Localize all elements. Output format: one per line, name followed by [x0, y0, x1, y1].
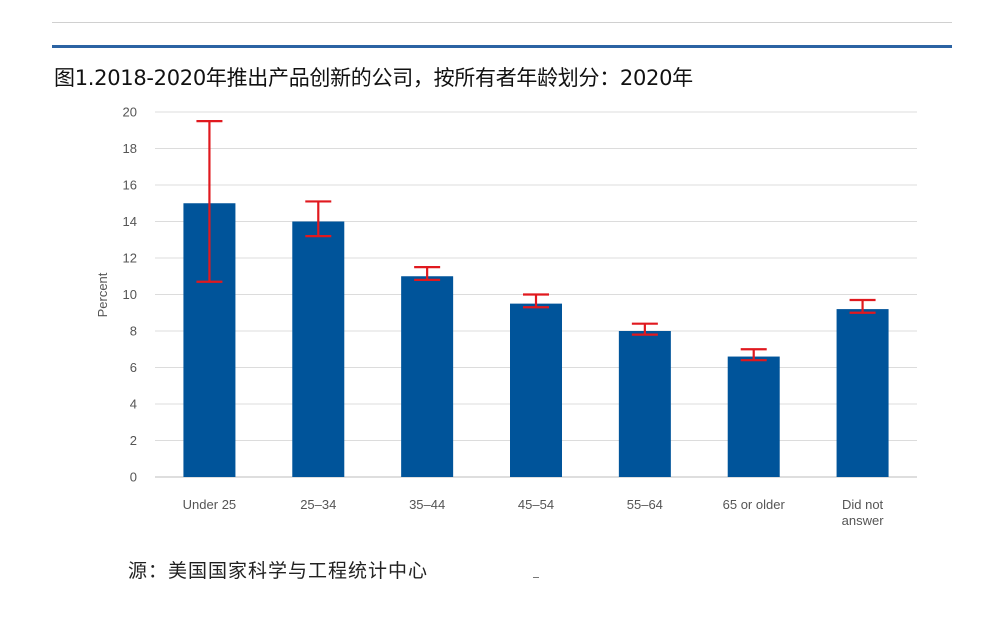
y-tick-label: 10 [123, 287, 137, 302]
y-tick-label: 18 [123, 141, 137, 156]
error-bar [414, 266, 441, 281]
bars [183, 203, 889, 477]
top-rule [52, 22, 952, 23]
error-bar [523, 293, 549, 309]
bar [510, 303, 562, 477]
error-bar [196, 120, 223, 283]
y-axis-ticks: 0 2 4 6 8 10 12 14 16 18 20 [123, 105, 137, 485]
x-tick-label: 45–54 [518, 497, 554, 512]
x-tick-label: 35–44 [409, 497, 445, 512]
y-tick-label: 8 [130, 324, 137, 339]
x-tick-label: Under 25 [183, 497, 236, 512]
x-tick-label: Did not [842, 497, 884, 512]
y-tick-label: 16 [123, 178, 137, 193]
source-note: 源：美国国家科学与工程统计中心 [128, 560, 429, 582]
bar [618, 331, 671, 477]
y-tick-label: 20 [123, 105, 137, 120]
x-tick-label: 25–34 [300, 497, 336, 512]
chart-title: 图1.2018-2020年推出产品创新的公司，按所有者年龄划分：2020年 [54, 66, 693, 90]
y-tick-label: 0 [130, 470, 137, 485]
x-axis-ticks: Under 25 25–34 35–44 45–54 55–64 65 or older D… [183, 497, 885, 528]
error-bars [196, 120, 876, 362]
decorative-dash [533, 577, 539, 578]
x-tick-label: answer [842, 513, 885, 528]
y-tick-label: 12 [123, 251, 137, 266]
error-bar [305, 200, 332, 238]
y-tick-label: 4 [130, 397, 137, 412]
error-bar [631, 322, 658, 336]
bar [401, 276, 454, 477]
title-rule [52, 45, 952, 48]
bar [292, 221, 345, 477]
error-bar [849, 298, 876, 314]
x-tick-label: 55–64 [627, 497, 663, 512]
bar [836, 309, 889, 477]
y-axis-label: Percent [95, 272, 110, 317]
y-tick-label: 6 [130, 360, 137, 375]
bar [727, 356, 780, 477]
y-tick-label: 2 [130, 433, 137, 448]
error-bar [740, 348, 767, 362]
x-tick-label: 65 or older [723, 497, 786, 512]
y-tick-label: 14 [123, 214, 137, 229]
